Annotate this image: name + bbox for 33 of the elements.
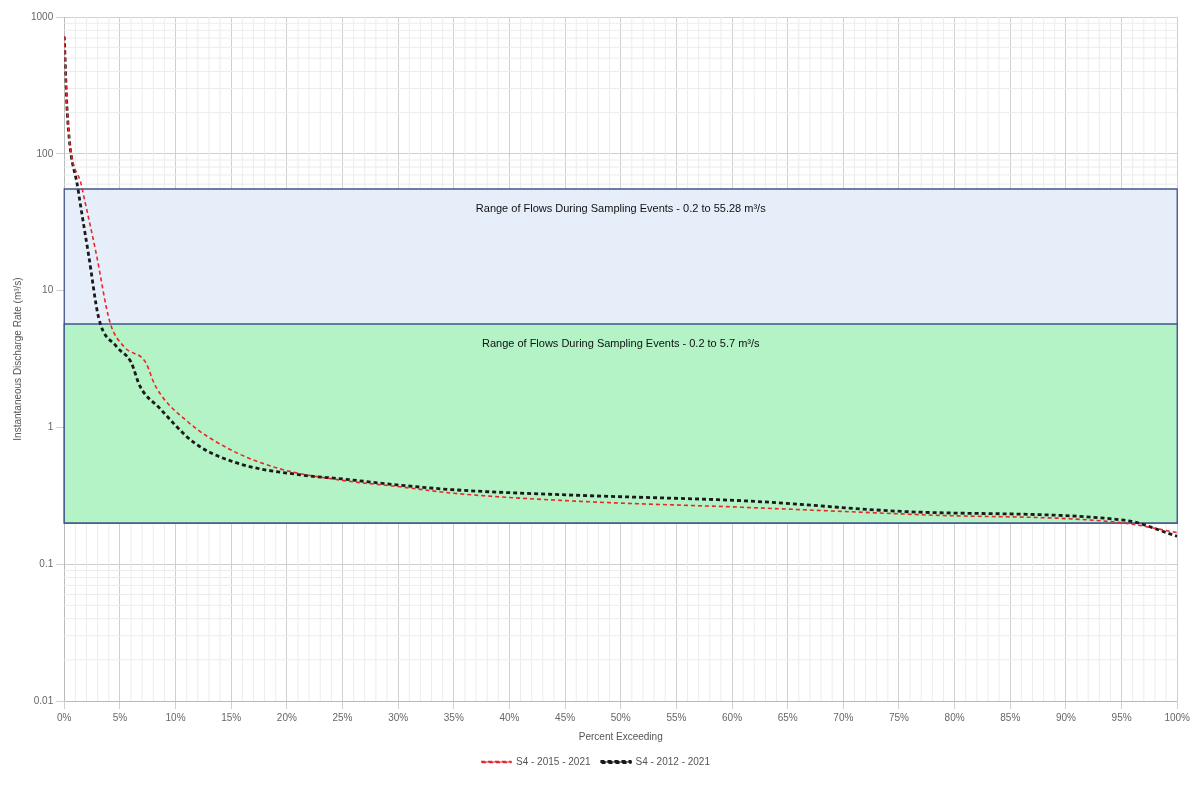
x-tick-label: 15% xyxy=(221,711,242,723)
x-tick-label: 65% xyxy=(777,711,798,723)
x-tick-label: 100% xyxy=(1164,711,1191,723)
x-tick-label: 50% xyxy=(610,711,631,723)
x-tick-label: 10% xyxy=(165,711,186,723)
x-tick-label: 30% xyxy=(388,711,409,723)
x-tick-label: 5% xyxy=(112,711,128,723)
x-tick-label: 95% xyxy=(1111,711,1132,723)
y-tick-label: 0.1 xyxy=(39,557,54,569)
x-tick-label: 20% xyxy=(276,711,297,723)
x-tick-label: 45% xyxy=(555,711,576,723)
legend-label: S4 - 2012 - 2021 xyxy=(635,755,711,767)
x-tick-label: 35% xyxy=(443,711,464,723)
x-tick-label: 0% xyxy=(57,711,72,723)
x-tick-label: 75% xyxy=(888,711,910,723)
x-tick-label: 70% xyxy=(833,711,854,723)
y-tick-label: 100 xyxy=(36,147,54,159)
x-tick-label: 60% xyxy=(722,711,743,723)
x-axis-title: Percent Exceeding xyxy=(578,730,663,742)
x-tick-label: 40% xyxy=(499,711,520,723)
x-tick-label: 55% xyxy=(666,711,687,723)
y-tick-label: 1 xyxy=(47,421,54,433)
y-tick-label: 1000 xyxy=(31,10,54,22)
x-tick-label: 90% xyxy=(1055,711,1077,723)
x-tick-label: 80% xyxy=(944,711,965,723)
x-tick-label: 25% xyxy=(332,711,353,723)
y-tick-label: 0.01 xyxy=(33,694,54,706)
x-tick-label: 85% xyxy=(1000,711,1021,723)
band-label: Range of Flows During Sampling Events - 0.2 to 55.28 m³/s xyxy=(475,202,767,215)
y-tick-label: 10 xyxy=(42,284,54,296)
band-label: Range of Flows During Sampling Events - 0.2 to 5.7 m³/s xyxy=(481,337,761,350)
legend-label: S4 - 2015 - 2021 xyxy=(516,755,591,767)
y-axis-title: Instantaneous Discharge Rate (m³/s) xyxy=(11,277,23,441)
